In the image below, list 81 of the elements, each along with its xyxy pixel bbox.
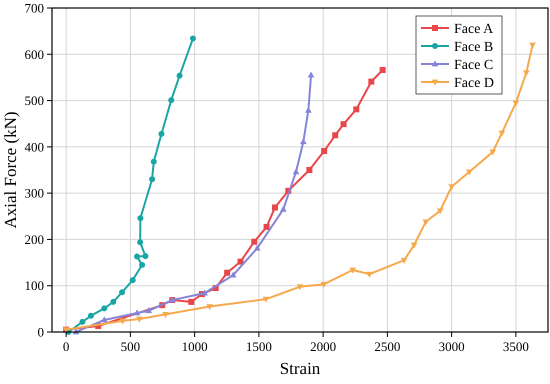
point xyxy=(308,72,314,78)
legend-label: Face B xyxy=(454,40,494,55)
point xyxy=(366,272,373,278)
point xyxy=(168,97,174,104)
x-tick-label: 3500 xyxy=(502,339,529,354)
point xyxy=(251,238,258,245)
point xyxy=(400,258,408,264)
point xyxy=(139,262,146,268)
point xyxy=(262,296,270,303)
y-tick-label: 600 xyxy=(24,46,44,62)
x-tick-label: 1000 xyxy=(182,339,208,354)
point xyxy=(380,67,386,74)
x-tick-label: 1500 xyxy=(246,339,272,354)
point xyxy=(522,70,530,76)
point xyxy=(340,121,347,128)
point xyxy=(134,309,140,316)
point xyxy=(119,318,126,324)
point xyxy=(134,254,140,260)
point xyxy=(130,277,136,284)
point xyxy=(206,304,213,310)
x-tick-label: 500 xyxy=(120,339,140,354)
point xyxy=(224,270,230,276)
point xyxy=(137,215,144,222)
x-tick-label: 3000 xyxy=(438,339,465,354)
y-tick-label: 0 xyxy=(38,324,44,340)
point xyxy=(296,284,304,290)
point xyxy=(353,106,360,112)
x-tick-label: 2500 xyxy=(374,339,400,354)
legend-label: Face C xyxy=(454,58,494,73)
point xyxy=(254,244,261,251)
point xyxy=(410,242,418,249)
point xyxy=(292,168,300,174)
point xyxy=(162,312,169,318)
point xyxy=(145,307,152,314)
y-tick-label: 100 xyxy=(24,278,44,294)
point xyxy=(349,268,356,274)
point xyxy=(110,298,116,305)
point xyxy=(150,158,157,165)
point xyxy=(264,224,270,230)
point xyxy=(101,316,108,322)
point xyxy=(176,72,183,79)
point xyxy=(436,208,444,214)
point xyxy=(136,316,143,323)
y-tick-label: 200 xyxy=(24,232,44,247)
point xyxy=(300,138,307,144)
point xyxy=(466,169,473,176)
x-tick-label: 2000 xyxy=(310,339,336,354)
point xyxy=(272,204,278,210)
y-axis-title: Axial Force (kN) xyxy=(1,111,20,229)
point xyxy=(512,100,520,106)
point xyxy=(332,132,338,138)
point xyxy=(158,130,164,137)
point xyxy=(119,289,126,296)
point xyxy=(142,253,148,260)
x-tick-label: 0 xyxy=(62,339,70,354)
legend-label: Face D xyxy=(454,76,494,91)
point xyxy=(489,150,496,156)
point xyxy=(88,312,94,319)
point xyxy=(79,318,86,325)
point xyxy=(368,78,374,85)
point xyxy=(188,298,194,305)
legend-label: Face A xyxy=(454,22,494,37)
point xyxy=(422,219,430,226)
y-tick-label: 700 xyxy=(24,0,44,16)
point xyxy=(201,290,208,296)
point xyxy=(306,167,312,173)
point xyxy=(238,258,244,265)
point xyxy=(321,148,328,154)
point xyxy=(101,305,108,312)
y-tick-label: 500 xyxy=(24,93,44,108)
y-tick-label: 300 xyxy=(24,186,44,201)
point xyxy=(529,42,536,49)
point xyxy=(448,184,455,190)
x-axis-title: Strain xyxy=(280,359,321,378)
y-tick-label: 400 xyxy=(24,139,44,154)
point xyxy=(190,36,196,42)
point xyxy=(498,130,506,137)
point xyxy=(149,176,156,182)
point xyxy=(280,206,287,212)
point xyxy=(320,282,328,288)
point xyxy=(137,239,144,246)
